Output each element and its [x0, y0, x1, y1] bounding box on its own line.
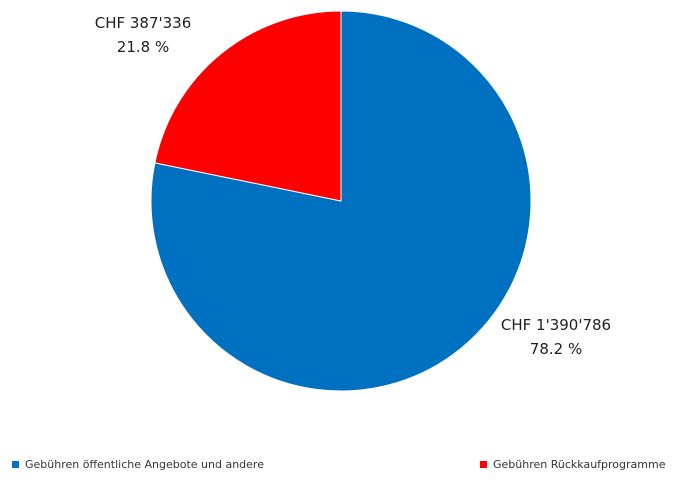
legend-label-angebote: Gebühren öffentliche Angebote und andere	[25, 458, 264, 471]
data-label-percent-rueckkauf: 21.8 %	[117, 38, 169, 56]
legend-swatch-rueckkauf	[480, 461, 487, 468]
data-label-value-angebote: CHF 1'390'786	[501, 316, 611, 334]
legend-item-rueckkauf: Gebühren Rückkaufprogramme	[480, 458, 665, 471]
legend: Gebühren öffentliche Angebote und andere…	[0, 458, 697, 478]
legend-swatch-angebote	[12, 461, 19, 468]
data-label-value-rueckkauf: CHF 387'336	[95, 14, 192, 32]
pie-slices	[150, 10, 532, 392]
pie-slice-rueckkauf	[154, 10, 342, 202]
pie-chart: CHF 387'336 21.8 % CHF 1'390'786 78.2 %	[95, 10, 611, 392]
legend-label-rueckkauf: Gebühren Rückkaufprogramme	[493, 458, 666, 471]
data-label-percent-angebote: 78.2 %	[530, 340, 582, 358]
legend-item-angebote: Gebühren öffentliche Angebote und andere	[12, 458, 264, 471]
